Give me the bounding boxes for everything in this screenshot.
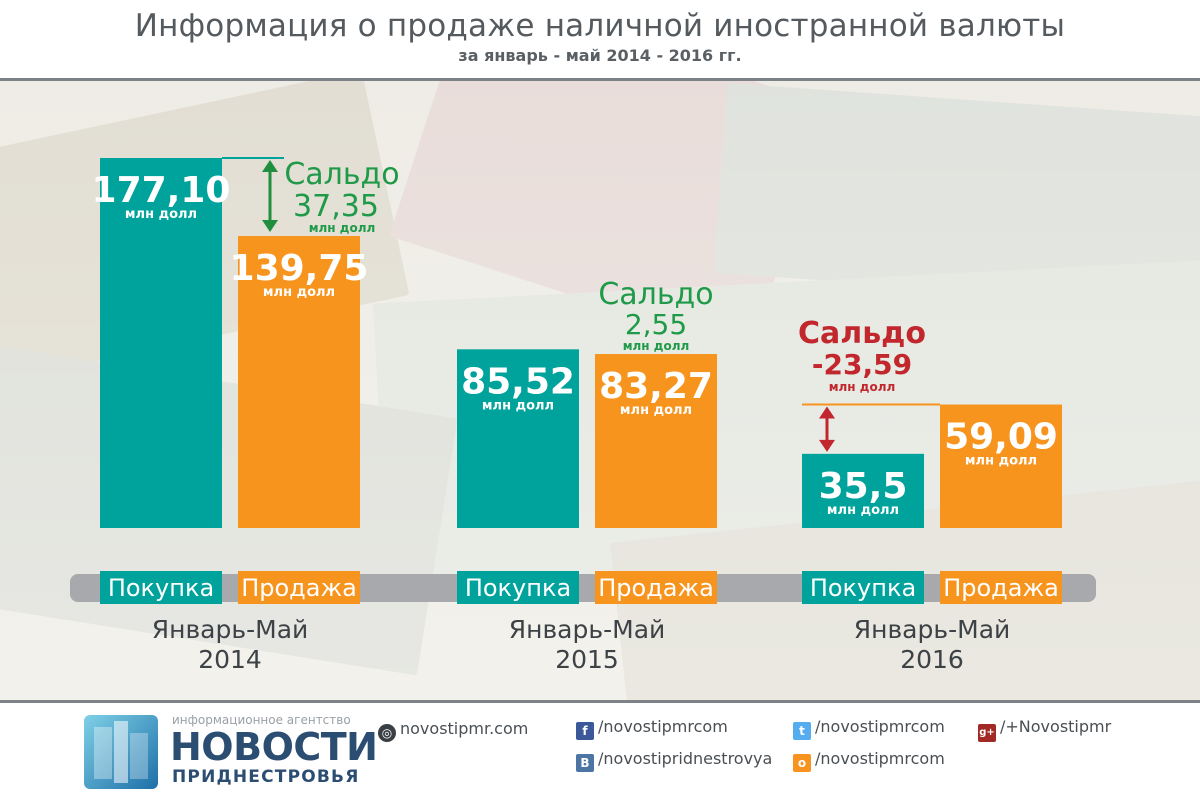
vk-text: /novostipridnestrovya [598,749,773,768]
purchase-unit-label-2015: млн долл [482,398,554,413]
sale-category-label-2016: Продажа [943,574,1059,602]
sale-category-label-2014: Продажа [241,574,357,602]
bottom-divider [0,700,1200,703]
purchase-bar-2014 [100,158,222,528]
facebook-link[interactable]: f/novostipmrcom [576,717,728,740]
vk-link[interactable]: В/novostipridnestrovya [576,749,772,772]
news-logo-icon [84,715,158,789]
sale-category-box-2014 [238,571,360,604]
balance-title-2016: Сальдо [798,316,926,351]
sale-unit-label-2016: млн долл [965,454,1037,469]
balance-unit-2015: млн долл [623,339,690,353]
top-divider [0,78,1200,81]
agency-caption: информационное агентство [172,713,351,727]
odnoklassniki-link[interactable]: o/novostipmrcom [793,749,945,772]
period-label-2016: Январь-Май [854,615,1011,644]
balance-value-2014: 37,35 [293,189,379,224]
sale-unit-label-2015: млн долл [620,403,692,418]
purchase-value-label-2016: 35,5 [819,466,908,507]
google-plus-icon: g+ [978,724,996,742]
balance-value-2016: -23,59 [812,348,912,381]
website-link[interactable]: ◎ novostipmr.com [378,719,528,742]
balance-arrow-head-down-2016 [819,439,835,452]
balance-value-2015: 2,55 [625,308,687,341]
page-subtitle: за январь - май 2014 - 2016 гг. [458,46,742,65]
sale-bar-2016 [940,404,1062,528]
sale-category-box-2016 [940,571,1062,604]
twitter-link[interactable]: t/novostipmrcom [793,717,945,740]
odnoklassniki-icon: o [793,754,811,772]
brand-subtitle: ПРИДНЕСТРОВЬЯ [172,767,360,787]
purchase-category-box-2016 [802,571,924,604]
website-text: novostipmr.com [400,719,529,738]
purchase-value-label-2015: 85,52 [461,361,575,402]
balance-arrow-head-up-2016 [819,406,835,419]
balance-arrow-head-down-2014 [262,220,278,233]
purchase-category-label-2015: Покупка [465,574,571,602]
header: Информация о продаже наличной иностранно… [0,0,1200,78]
balance-unit-2016: млн долл [829,380,896,394]
year-label-2016: 2016 [900,645,964,674]
period-label-2014: Январь-Май [152,615,309,644]
balance-title-2014: Сальдо [284,157,399,192]
purchase-category-box-2015 [457,571,579,604]
odnoklassniki-text: /novostipmrcom [815,749,945,768]
year-label-2015: 2015 [555,645,619,674]
sale-bar-2014 [238,236,360,529]
twitter-icon: t [793,722,811,740]
balance-title-2015: Сальдо [598,277,713,312]
sale-bar-2015 [595,354,717,528]
sale-value-label-2016: 59,09 [944,417,1058,458]
purchase-category-box-2014 [100,571,222,604]
sale-unit-label-2014: млн долл [263,285,335,300]
page-title: Информация о продаже наличной иностранно… [134,8,1066,44]
sale-category-box-2015 [595,571,717,604]
googleplus-link[interactable]: g+/+Novostipmr [978,717,1111,742]
sale-value-label-2014: 139,75 [230,248,369,289]
purchase-unit-label-2014: млн долл [125,207,197,222]
twitter-text: /novostipmrcom [815,717,945,736]
googleplus-text: /+Novostipmr [1000,717,1112,736]
balance-arrow-head-up-2014 [262,160,278,172]
sale-value-label-2015: 83,27 [599,366,713,407]
purchase-value-label-2014: 177,10 [92,170,231,211]
footer: информационное агентство НОВОСТИ ПРИДНЕС… [0,703,1200,799]
purchase-unit-label-2016: млн долл [827,503,899,518]
globe-icon: ◎ [378,724,396,742]
purchase-category-label-2014: Покупка [108,574,214,602]
facebook-icon: f [576,722,594,740]
year-label-2014: 2014 [198,645,262,674]
purchase-category-label-2016: Покупка [810,574,916,602]
brand-name: НОВОСТИ [170,725,378,769]
sale-category-label-2015: Продажа [598,574,714,602]
vk-icon: В [576,754,594,772]
period-label-2015: Январь-Май [509,615,666,644]
facebook-text: /novostipmrcom [598,717,728,736]
purchase-bar-2015 [457,349,579,528]
purchase-bar-2016 [802,453,924,528]
balance-unit-2014: млн долл [309,221,376,235]
